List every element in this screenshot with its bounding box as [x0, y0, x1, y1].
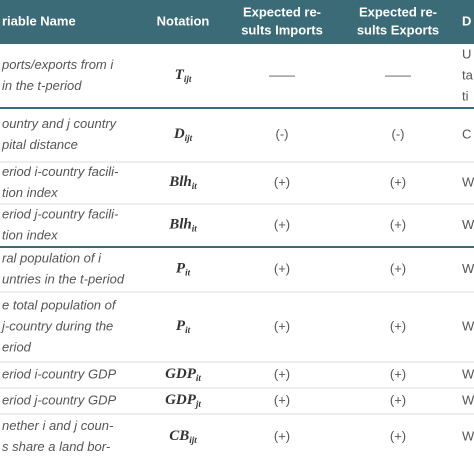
notation-sub: it	[192, 181, 198, 191]
variable-name: j-country during the	[0, 318, 113, 333]
notation: Blhit	[168, 217, 197, 234]
notation: GDPit	[165, 366, 201, 383]
expected-exports: (+)	[390, 174, 406, 189]
variable-name: ports/exports from i	[1, 57, 114, 72]
description: ti	[462, 88, 469, 103]
variable-name: untries in the t-period	[2, 271, 125, 286]
header-cell: sults Exports	[357, 22, 439, 37]
variable-name: eriod j-country facili-	[2, 206, 119, 221]
notation: Pit	[176, 261, 191, 278]
header-cell: riable Name	[2, 13, 76, 28]
description: W	[462, 217, 474, 232]
notation: Pit	[176, 318, 191, 335]
notation-sub: it	[185, 325, 191, 335]
header-cell: Expected re-	[243, 4, 321, 19]
expected-exports: (+)	[390, 318, 406, 333]
variable-name: s share a land bor-	[2, 439, 111, 454]
expected-exports: (+)	[390, 366, 406, 381]
notation: GDPjt	[165, 392, 201, 409]
variable-name: tion index	[2, 185, 58, 200]
variable-name: pital distance	[1, 137, 78, 152]
variable-name: eriod j-country GDP	[2, 392, 116, 407]
description: W	[462, 261, 474, 276]
description: W	[462, 318, 474, 333]
header-cell: sults Imports	[241, 22, 323, 37]
header-cell: Expected re-	[359, 4, 437, 19]
notation: Blhit	[168, 174, 197, 191]
description: C	[462, 126, 471, 141]
notation: Tijt	[175, 67, 192, 84]
notation-base: Blh	[168, 174, 192, 190]
description: ta	[462, 67, 474, 82]
expected-imports: (+)	[274, 174, 290, 189]
notation-base: GDP	[165, 366, 197, 382]
notation-sub: ijt	[185, 133, 193, 143]
notation-sub: it	[192, 224, 198, 234]
notation-sub: ijt	[189, 435, 197, 445]
notation: CBijt	[169, 428, 197, 445]
header-cell: D	[462, 13, 471, 28]
notation-base: D	[173, 126, 185, 142]
expected-exports: (+)	[390, 428, 406, 443]
expected-imports: (+)	[274, 261, 290, 276]
description: U	[462, 46, 471, 61]
variable-name: e total population of	[2, 297, 117, 312]
variable-name: nether i and j coun-	[2, 418, 114, 433]
expected-imports: (+)	[274, 318, 290, 333]
expected-imports: ——	[269, 67, 295, 82]
description: W	[462, 174, 474, 189]
notation-base: P	[176, 261, 186, 277]
variable-name: in the t-period	[2, 78, 82, 93]
expected-exports: (+)	[390, 217, 406, 232]
description: W	[462, 428, 474, 443]
expected-imports: (-)	[276, 126, 289, 141]
expected-imports: (+)	[274, 217, 290, 232]
description: W	[462, 392, 474, 407]
header-background	[0, 0, 474, 44]
notation-base: GDP	[165, 392, 197, 408]
notation-base: Blh	[168, 217, 192, 233]
variable-name: eriod i-country facili-	[2, 164, 119, 179]
expected-exports: ——	[385, 67, 411, 82]
header-cell: Notation	[157, 13, 210, 28]
notation-base: T	[175, 67, 185, 83]
notation-base: CB	[169, 428, 189, 444]
notation-sub: ijt	[184, 74, 192, 84]
expected-exports: (+)	[390, 261, 406, 276]
notation: Dijt	[173, 126, 193, 143]
expected-imports: (+)	[274, 428, 290, 443]
expected-exports: (+)	[390, 392, 406, 407]
variable-name: ral population of i	[2, 250, 102, 265]
expected-exports: (-)	[392, 126, 405, 141]
notation-sub: it	[185, 268, 191, 278]
variable-name: ountry and j country	[2, 116, 118, 131]
expected-imports: (+)	[274, 392, 290, 407]
variable-name: tion index	[2, 227, 58, 242]
description: W	[462, 366, 474, 381]
expected-imports: (+)	[274, 366, 290, 381]
variable-name: eriod i-country GDP	[2, 366, 116, 381]
notation-sub: it	[196, 373, 202, 383]
notation-base: P	[176, 318, 186, 334]
variable-name: eriod	[2, 339, 32, 354]
notation-sub: jt	[194, 399, 202, 409]
